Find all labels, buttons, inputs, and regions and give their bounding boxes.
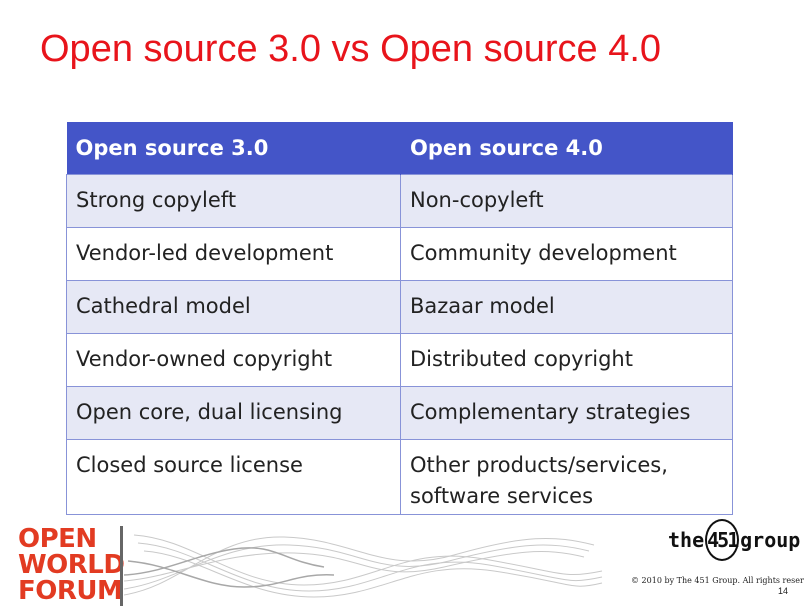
table-row: Vendor-led development Community develop… [66,227,733,281]
table-cell-line: software services [410,484,594,508]
group-logo-suffix: group [740,528,801,552]
swirl-decoration [124,534,603,598]
table-cell: Strong copyleft [66,174,401,228]
table-cell: Cathedral model [66,280,401,334]
table-cell: Non-copyleft [400,174,733,228]
table-cell: Other products/services, software service… [400,439,733,515]
group-logo-prefix: the [668,528,705,552]
comparison-table: Open source 3.0 Open source 4.0 Strong c… [66,122,733,515]
table-cell: Vendor-led development [66,227,401,281]
slide-title: Open source 3.0 vs Open source 4.0 [40,28,662,70]
table-row: Cathedral model Bazaar model [66,280,733,334]
table-cell: Bazaar model [400,280,733,334]
table-cell-line: Other products/services, [410,453,668,477]
table-row: Closed source license Other products/ser… [66,439,733,515]
table-row: Strong copyleft Non-copyleft [66,174,733,228]
table-row: Open core, dual licensing Complementary … [66,386,733,440]
table-header-row: Open source 3.0 Open source 4.0 [66,122,733,175]
table-row: Vendor-owned copyright Distributed copyr… [66,333,733,387]
table-cell: Community development [400,227,733,281]
page-number: 14 [778,586,789,596]
logo-divider [120,526,123,606]
header-open-source-3: Open source 3.0 [66,122,401,175]
table-cell: Complementary strategies [400,386,733,440]
table-cell: Open core, dual licensing [66,386,401,440]
owf-logo-line: FORUM [18,576,123,606]
owf-logo-line: WORLD [18,550,125,580]
table-cell: Distributed copyright [400,333,733,387]
owf-logo-line: OPEN [18,524,97,554]
header-open-source-4: Open source 4.0 [400,122,733,175]
table-cell: Vendor-owned copyright [66,333,401,387]
the-451-group-logo: the 451 group [668,519,800,561]
table-cell: Closed source license [66,439,401,515]
open-world-forum-logo: OPEN WORLD FORUM [18,524,125,606]
group-logo-number: 451 [705,519,739,561]
copyright-notice: © 2010 by The 451 Group. All rights rese… [631,576,804,585]
